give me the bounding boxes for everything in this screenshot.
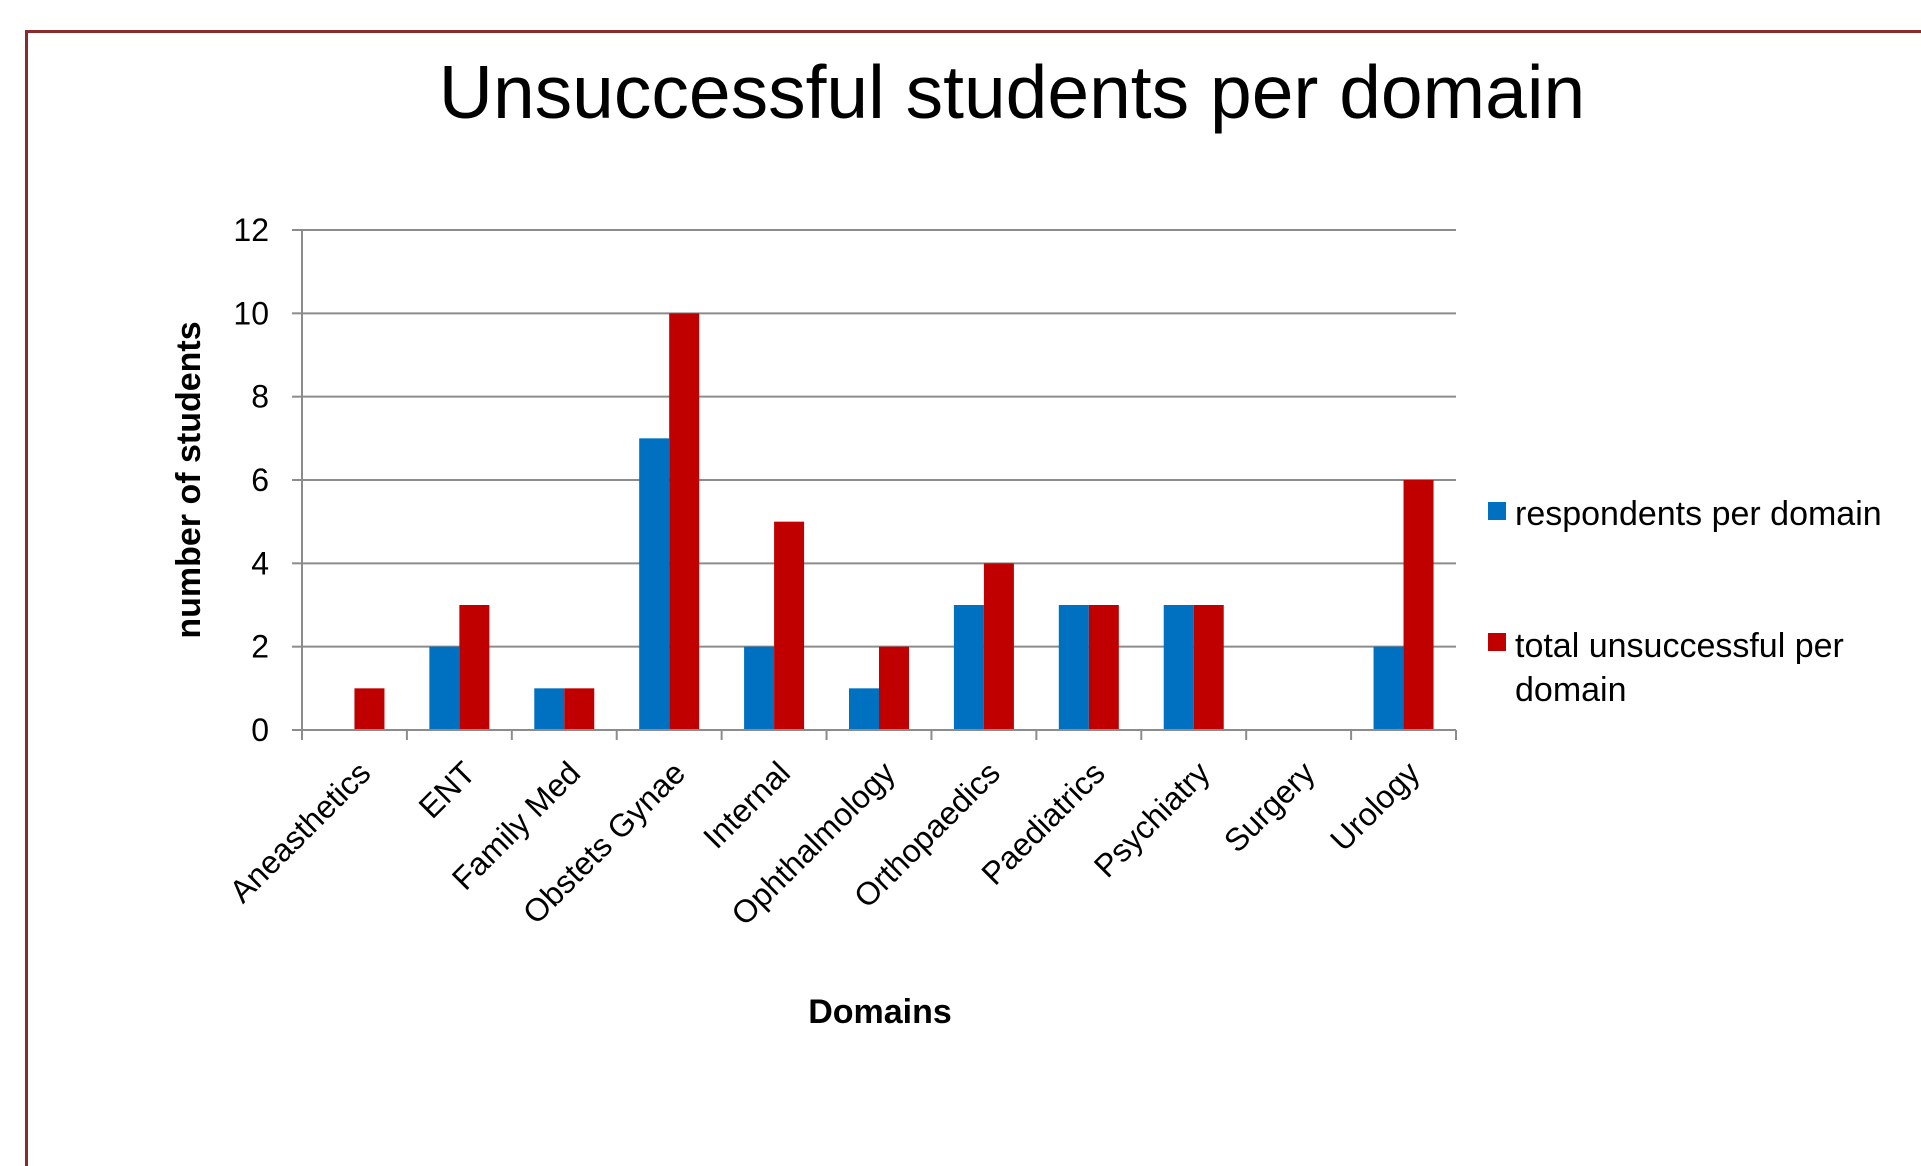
bar-series-2-4 bbox=[774, 521, 805, 730]
chart-title: Unsuccessful students per domain bbox=[439, 50, 1585, 134]
bar-series-2-0 bbox=[354, 688, 385, 730]
y-tick-label: 10 bbox=[233, 295, 269, 331]
bar-series-1-6 bbox=[953, 605, 984, 730]
y-tick-label: 12 bbox=[233, 212, 269, 248]
y-tick-label: 0 bbox=[251, 712, 269, 748]
legend: respondents per domain total unsuccessful… bbox=[1488, 495, 1882, 709]
bar-series-2-7 bbox=[1088, 605, 1119, 730]
bar-series-1-3 bbox=[639, 438, 670, 730]
bar-series-2-5 bbox=[879, 646, 909, 730]
y-tick-label: 2 bbox=[251, 629, 269, 665]
y-tick-label: 6 bbox=[251, 462, 269, 498]
y-tick-label: 8 bbox=[251, 379, 269, 415]
bar-series-2-8 bbox=[1193, 605, 1224, 730]
bars bbox=[354, 313, 1434, 730]
bar-series-1-5 bbox=[849, 688, 879, 730]
bar-series-1-4 bbox=[744, 646, 775, 730]
x-axis-title: Domains bbox=[808, 993, 952, 1031]
bar-series-1-1 bbox=[429, 646, 460, 730]
x-category-label: Psychiatry bbox=[1087, 754, 1217, 884]
bar-series-1-2 bbox=[534, 688, 565, 730]
bar-series-1-10 bbox=[1373, 646, 1404, 730]
legend-label-2: total unsuccessful per domain bbox=[1515, 627, 1844, 709]
chart-frame bbox=[25, 30, 1921, 1166]
legend-label-1: respondents per domain bbox=[1515, 495, 1882, 533]
legend-swatch-1 bbox=[1488, 502, 1506, 520]
legend-swatch-2 bbox=[1488, 633, 1506, 651]
bar-series-2-6 bbox=[983, 563, 1014, 730]
x-category-label: Urology bbox=[1323, 754, 1426, 857]
bar-series-2-3 bbox=[669, 313, 700, 730]
axes bbox=[301, 230, 1457, 740]
x-category-label: Surgery bbox=[1217, 754, 1322, 859]
bar-series-1-8 bbox=[1163, 605, 1194, 730]
bar-series-2-10 bbox=[1403, 480, 1434, 730]
bar-series-1-7 bbox=[1058, 605, 1089, 730]
bar-series-2-2 bbox=[564, 688, 595, 730]
y-tick-label: 4 bbox=[251, 545, 269, 581]
y-tick-labels: 0 2 4 6 8 10 12 bbox=[233, 212, 269, 748]
y-axis-title: number of students bbox=[170, 321, 208, 638]
x-category-label: Internal bbox=[696, 754, 797, 855]
x-category-label: Aneasthetics bbox=[222, 754, 377, 909]
x-category-label: ENT bbox=[412, 754, 483, 825]
bar-series-2-1 bbox=[459, 605, 490, 730]
